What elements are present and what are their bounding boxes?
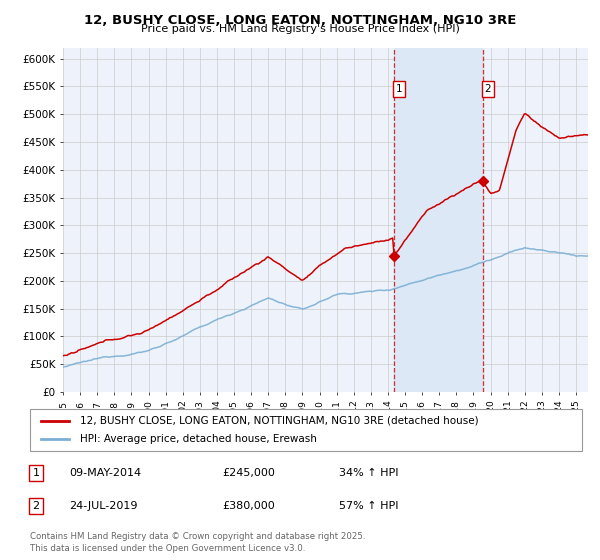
Text: 1: 1 bbox=[395, 84, 402, 94]
Text: 2: 2 bbox=[485, 84, 491, 94]
Text: 2: 2 bbox=[32, 501, 40, 511]
Text: 12, BUSHY CLOSE, LONG EATON, NOTTINGHAM, NG10 3RE: 12, BUSHY CLOSE, LONG EATON, NOTTINGHAM,… bbox=[84, 14, 516, 27]
Bar bbox=[394, 48, 483, 392]
Text: Contains HM Land Registry data © Crown copyright and database right 2025.
This d: Contains HM Land Registry data © Crown c… bbox=[30, 533, 365, 553]
Text: 1: 1 bbox=[32, 468, 40, 478]
FancyBboxPatch shape bbox=[30, 409, 582, 451]
Text: 12, BUSHY CLOSE, LONG EATON, NOTTINGHAM, NG10 3RE (detached house): 12, BUSHY CLOSE, LONG EATON, NOTTINGHAM,… bbox=[80, 416, 478, 426]
Text: £245,000: £245,000 bbox=[222, 468, 275, 478]
Text: Price paid vs. HM Land Registry's House Price Index (HPI): Price paid vs. HM Land Registry's House … bbox=[140, 24, 460, 34]
Text: 34% ↑ HPI: 34% ↑ HPI bbox=[339, 468, 398, 478]
Text: £380,000: £380,000 bbox=[222, 501, 275, 511]
Text: HPI: Average price, detached house, Erewash: HPI: Average price, detached house, Erew… bbox=[80, 434, 317, 444]
Text: 57% ↑ HPI: 57% ↑ HPI bbox=[339, 501, 398, 511]
Text: 24-JUL-2019: 24-JUL-2019 bbox=[69, 501, 137, 511]
Text: 09-MAY-2014: 09-MAY-2014 bbox=[69, 468, 141, 478]
